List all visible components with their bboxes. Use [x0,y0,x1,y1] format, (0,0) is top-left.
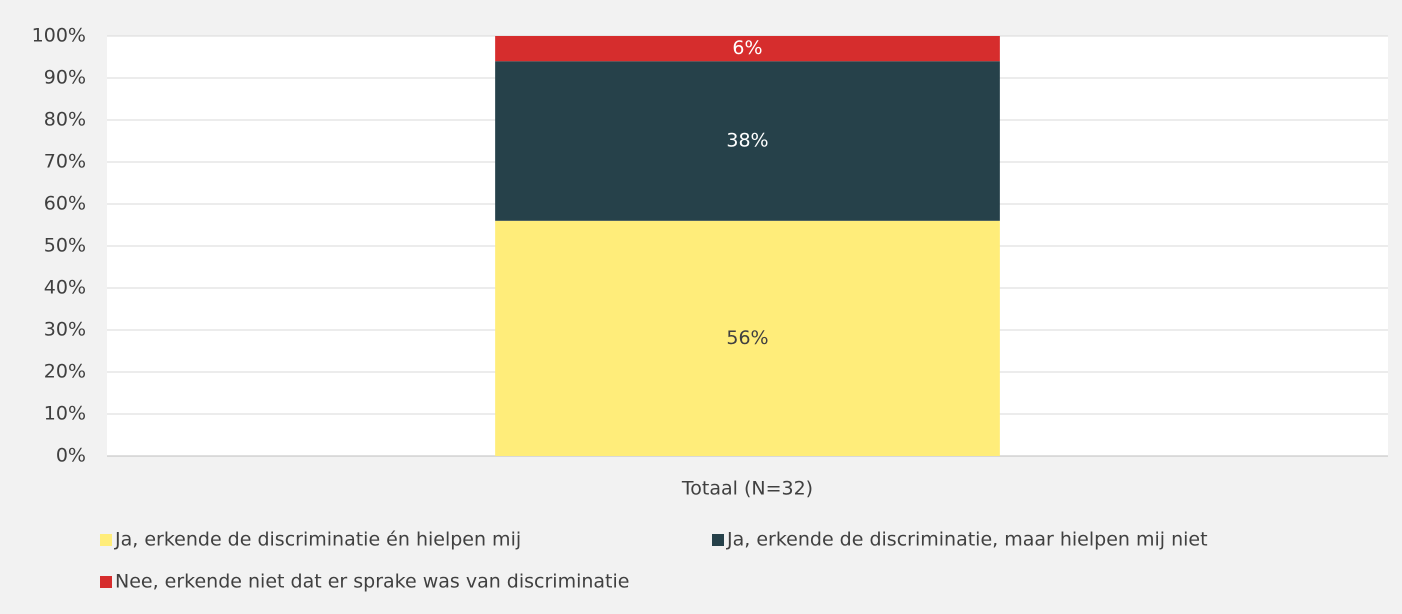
x-tick-label: Totaal (N=32) [681,478,813,500]
legend-label: Ja, erkende de discriminatie én hielpen … [114,529,521,551]
data-label: 38% [726,130,768,152]
data-label: 6% [732,37,762,59]
y-tick-label: 80% [44,109,86,131]
y-tick-label: 30% [44,319,86,341]
legend-swatch [712,534,724,546]
bar-segment [495,220,1000,456]
y-tick-label: 50% [44,235,86,257]
bar-segment [495,61,1000,221]
legend-swatch [100,576,112,588]
y-tick-label: 70% [44,151,86,173]
y-tick-label: 60% [44,193,86,215]
y-tick-label: 0% [56,445,86,467]
y-tick-label: 10% [44,403,86,425]
legend-label: Ja, erkende de discriminatie, maar hielp… [726,529,1208,551]
y-tick-label: 20% [44,361,86,383]
y-tick-label: 90% [44,67,86,89]
y-tick-label: 100% [32,25,86,47]
y-tick-label: 40% [44,277,86,299]
legend-label: Nee, erkende niet dat er sprake was van … [115,571,629,593]
bar-segment [495,36,1000,62]
data-label: 56% [726,327,768,349]
legend-swatch [100,534,112,546]
